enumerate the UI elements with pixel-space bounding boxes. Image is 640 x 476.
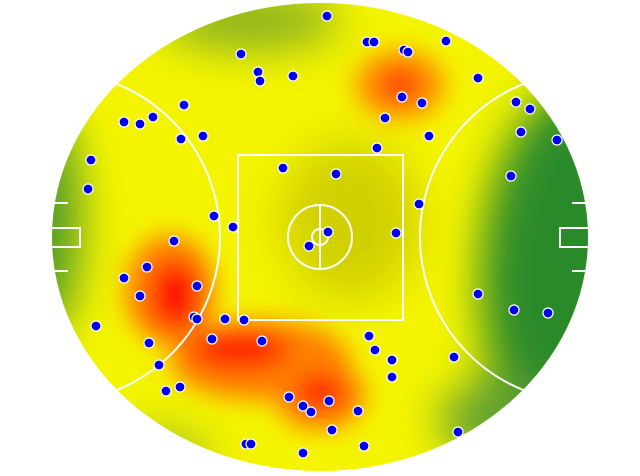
point (134, 118, 146, 130)
point (254, 75, 266, 87)
point (505, 170, 517, 182)
point (322, 226, 334, 238)
point (330, 168, 342, 180)
point (238, 314, 250, 326)
points (82, 10, 563, 459)
point (174, 381, 186, 393)
point (352, 405, 364, 417)
point (303, 240, 315, 252)
point (208, 210, 220, 222)
point (287, 70, 299, 82)
point (191, 280, 203, 292)
point (153, 359, 165, 371)
point (85, 154, 97, 166)
point (118, 116, 130, 128)
point (423, 130, 435, 142)
point (371, 142, 383, 154)
point (413, 198, 425, 210)
point (326, 424, 338, 436)
point (134, 290, 146, 302)
point (472, 72, 484, 84)
point (515, 126, 527, 138)
point (542, 307, 554, 319)
point (90, 320, 102, 332)
point (379, 112, 391, 124)
point (227, 221, 239, 233)
point (323, 395, 335, 407)
point (168, 235, 180, 247)
point (175, 133, 187, 145)
point (305, 406, 317, 418)
point (297, 447, 309, 459)
point (252, 66, 264, 78)
point (452, 426, 464, 438)
point (386, 371, 398, 383)
point (369, 344, 381, 356)
point (402, 46, 414, 58)
point (448, 351, 460, 363)
point (256, 335, 268, 347)
point (551, 134, 563, 146)
point (191, 313, 203, 325)
point (416, 97, 428, 109)
point (206, 333, 218, 345)
point (297, 400, 309, 412)
point (178, 99, 190, 111)
point (283, 391, 295, 403)
point (235, 48, 247, 60)
point (160, 385, 172, 397)
point (141, 261, 153, 273)
point (197, 130, 209, 142)
point (147, 111, 159, 123)
point (277, 162, 289, 174)
point (143, 337, 155, 349)
point (245, 438, 257, 450)
point (440, 35, 452, 47)
point (386, 354, 398, 366)
point (321, 10, 333, 22)
point (118, 272, 130, 284)
point (358, 440, 370, 452)
point (508, 304, 520, 316)
point (524, 103, 536, 115)
point (510, 96, 522, 108)
point (390, 227, 402, 239)
point (363, 330, 375, 342)
point (82, 183, 94, 195)
point (396, 91, 408, 103)
point (368, 36, 380, 48)
point (472, 288, 484, 300)
point (219, 313, 231, 325)
